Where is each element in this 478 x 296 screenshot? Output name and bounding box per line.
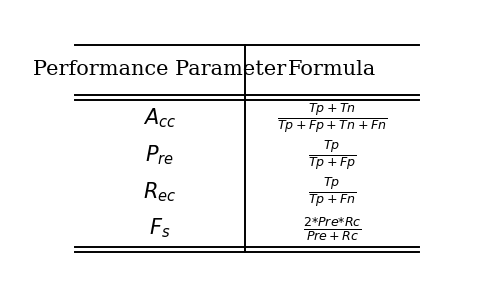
Text: $\frac{2{*}Pre{*}Rc}{Pre+Rc}$: $\frac{2{*}Pre{*}Rc}{Pre+Rc}$ xyxy=(303,215,361,242)
Text: $\frac{Tp}{Tp+Fp}$: $\frac{Tp}{Tp+Fp}$ xyxy=(308,138,356,172)
Text: $F_s$: $F_s$ xyxy=(149,217,171,240)
Text: $P_{re}$: $P_{re}$ xyxy=(145,143,174,167)
Text: $\frac{Tp}{Tp+Fn}$: $\frac{Tp}{Tp+Fn}$ xyxy=(308,175,356,209)
Text: $R_{ec}$: $R_{ec}$ xyxy=(143,180,176,204)
Text: $\frac{Tp+Tn}{Tp+Fp+Tn+Fn}$: $\frac{Tp+Tn}{Tp+Fp+Tn+Fn}$ xyxy=(277,101,387,135)
Text: $A_{cc}$: $A_{cc}$ xyxy=(143,106,176,130)
Text: Formula: Formula xyxy=(288,60,376,79)
Text: Performance Parameter: Performance Parameter xyxy=(33,60,286,79)
